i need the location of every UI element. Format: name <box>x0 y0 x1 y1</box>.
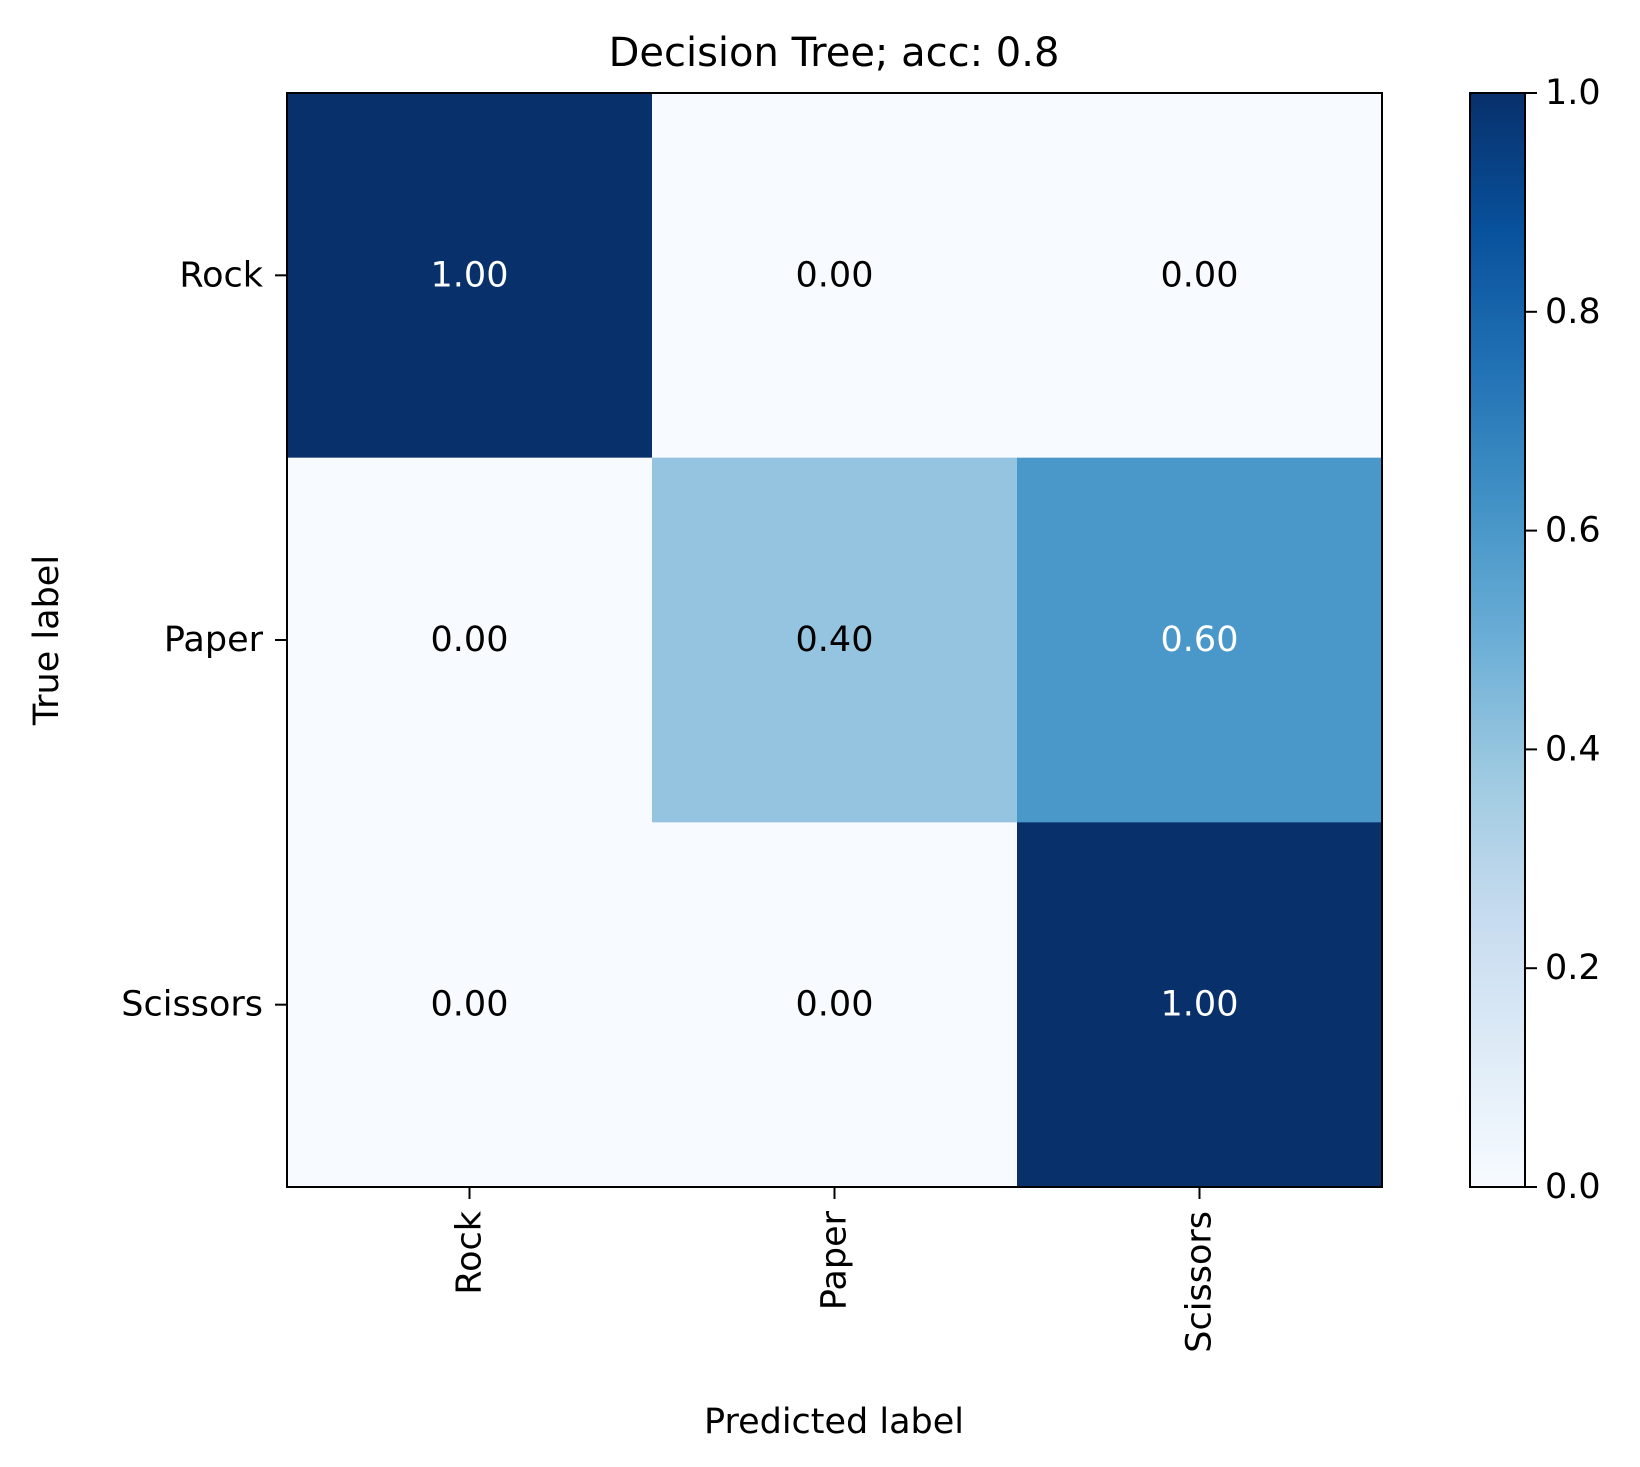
cell-value-label: 0.00 <box>1161 255 1239 295</box>
cell-value-label: 1.00 <box>1161 985 1239 1025</box>
cell-value-label: 0.00 <box>796 985 874 1025</box>
colorbar-tick-label: 0.2 <box>1545 948 1601 988</box>
heatmap-cells <box>287 93 1383 1188</box>
colorbar-tick-label: 0.6 <box>1545 511 1601 551</box>
cell-value-label: 0.00 <box>796 255 874 295</box>
colorbar <box>1469 92 1526 1188</box>
heatmap-cell <box>1017 457 1383 823</box>
heatmap-cell <box>1017 822 1383 1188</box>
cell-value-label: 0.40 <box>796 620 874 660</box>
heatmap-cell-labels: 1.00 0.00 0.00 0.00 0.40 0.60 0.00 0.00 1.00 <box>431 255 1239 1024</box>
heatmap-cell <box>652 93 1018 459</box>
x-tick-label: Scissors <box>1180 1211 1220 1353</box>
heatmap-cell <box>652 457 1018 823</box>
y-tick-label: Paper <box>164 620 264 660</box>
colorbar-ticks: 0.0 0.2 0.4 0.6 0.8 1.0 <box>1525 73 1601 1207</box>
x-tick-label: Rock <box>450 1210 490 1294</box>
y-axis-label: True label <box>27 555 67 726</box>
cell-value-label: 0.60 <box>1161 620 1239 660</box>
heatmap-cell <box>287 822 653 1188</box>
colorbar-tick-label: 1.0 <box>1545 73 1601 113</box>
heatmap-cell <box>287 93 653 459</box>
colorbar-tick-label: 0.0 <box>1545 1167 1601 1207</box>
x-tick-label: Paper <box>815 1210 855 1310</box>
y-axis-ticks: Rock Paper Scissors <box>121 255 287 1025</box>
heatmap-cell <box>287 457 653 823</box>
x-axis-label: Predicted label <box>704 1402 964 1442</box>
x-axis-ticks: Rock Paper Scissors <box>450 1187 1220 1353</box>
y-tick-label: Scissors <box>121 985 263 1025</box>
y-tick-label: Rock <box>179 255 263 295</box>
colorbar-tick-label: 0.4 <box>1545 729 1601 769</box>
chart-title: Decision Tree; acc: 0.8 <box>609 30 1060 76</box>
colorbar-tick-label: 0.8 <box>1545 292 1601 332</box>
heatmap-cell <box>652 822 1018 1188</box>
cell-value-label: 0.00 <box>431 620 509 660</box>
cell-value-label: 0.00 <box>431 985 509 1025</box>
heatmap-cell <box>1017 93 1383 459</box>
cell-value-label: 1.00 <box>431 255 509 295</box>
